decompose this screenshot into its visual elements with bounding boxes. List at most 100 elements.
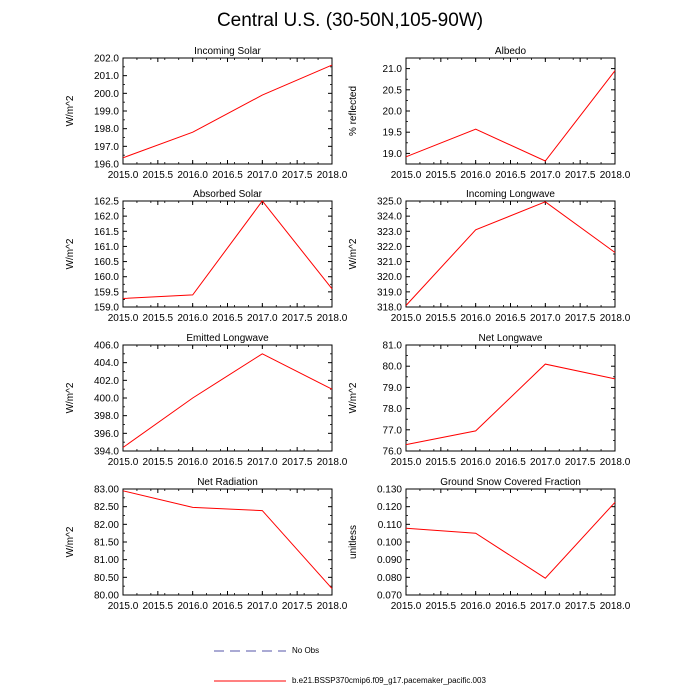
y-tick-label: 0.110: [378, 520, 403, 531]
series-line: [122, 490, 333, 589]
y-tick-label: 20.5: [383, 85, 403, 96]
x-tick-label: 2015.5: [143, 457, 174, 468]
plot-frame: [122, 57, 333, 165]
y-tick-label: 400.0: [94, 394, 119, 405]
panel-title: Emitted Longwave: [186, 333, 269, 344]
series-line: [122, 353, 333, 448]
y-tick-label: 402.0: [94, 376, 119, 387]
plot-frame: [122, 344, 333, 452]
series-line: [405, 70, 616, 162]
y-tick-label: 0.090: [377, 555, 402, 566]
y-tick-label: 159.0: [94, 303, 119, 314]
x-tick-label: 2015.0: [108, 457, 139, 468]
panel-title: Incoming Longwave: [466, 189, 555, 200]
x-tick-label: 2017.0: [247, 313, 278, 324]
y-tick-label: 199.0: [94, 107, 119, 118]
series-line: [122, 200, 333, 299]
y-tick-label: 0.070: [377, 591, 402, 602]
x-tick-label: 2018.0: [600, 457, 631, 468]
plot-frame: [122, 488, 333, 596]
panel-title: Ground Snow Covered Fraction: [440, 477, 581, 488]
x-tick-label: 2018.0: [317, 170, 348, 181]
x-tick-label: 2015.0: [391, 457, 422, 468]
x-tick-label: 2016.0: [460, 313, 491, 324]
y-axis-label: % reflected: [348, 86, 359, 136]
x-tick-label: 2015.5: [143, 170, 174, 181]
y-tick-label: 318.0: [377, 303, 402, 314]
y-tick-label: 202.0: [94, 54, 119, 65]
panel-title: Incoming Solar: [194, 46, 261, 57]
y-tick-label: 80.00: [94, 591, 119, 602]
panel-ground-snow-covered-fraction: Ground Snow Covered Fraction 2015.0 2015.5…: [348, 477, 631, 612]
y-tick-label: 325.0: [377, 197, 402, 208]
y-tick-label: 19.5: [383, 128, 403, 139]
y-tick-label: 396.0: [94, 429, 119, 440]
panel-emitted-longwave: Emitted Longwave 2015.0 2015.5 2016.0 2016.5…: [65, 333, 348, 468]
x-tick-label: 2016.5: [212, 313, 243, 324]
x-tick-label: 2018.0: [600, 601, 631, 612]
y-axis-label: W/m^2: [65, 238, 76, 269]
x-tick-label: 2015.5: [143, 601, 174, 612]
y-tick-label: 81.50: [94, 538, 119, 549]
panel-absorbed-solar: Absorbed Solar 2015.0 2015.5 2016.0 2016.5 20…: [65, 189, 348, 324]
x-tick-label: 2017.0: [530, 170, 561, 181]
y-tick-label: 398.0: [94, 411, 119, 422]
x-tick-label: 2015.0: [108, 601, 139, 612]
y-tick-label: 197.0: [94, 142, 119, 153]
plot-frame: [405, 488, 616, 596]
y-tick-label: 323.0: [377, 227, 402, 238]
panel-net-longwave: Net Longwave 2015.0 2015.5 2016.0 2016.5 2017…: [348, 333, 631, 468]
plot-frame: [122, 200, 333, 308]
x-tick-label: 2018.0: [317, 313, 348, 324]
x-tick-label: 2015.0: [391, 313, 422, 324]
y-tick-label: 80.50: [94, 573, 119, 584]
x-tick-label: 2016.5: [495, 170, 526, 181]
y-axis-label: W/m^2: [348, 238, 359, 269]
x-tick-label: 2017.5: [282, 601, 313, 612]
x-tick-label: 2017.0: [247, 601, 278, 612]
x-tick-label: 2018.0: [317, 601, 348, 612]
x-tick-label: 2017.5: [282, 457, 313, 468]
y-tick-label: 161.0: [94, 242, 119, 253]
y-tick-label: 82.00: [94, 520, 119, 531]
panel-incoming-longwave: Incoming Longwave 2015.0 2015.5 2016.0 2016.…: [348, 189, 631, 324]
y-tick-label: 161.5: [94, 227, 119, 238]
y-tick-label: 80.0: [383, 362, 403, 373]
panel-albedo: Albedo 2015.0 2015.5 2016.0 2016.5 2017.0 2017…: [348, 46, 631, 181]
y-axis-label: W/m^2: [65, 382, 76, 413]
y-tick-label: 78.0: [383, 404, 403, 415]
series-line: [405, 501, 616, 579]
x-tick-label: 2017.0: [247, 457, 278, 468]
y-tick-label: 321.0: [377, 257, 402, 268]
y-tick-label: 406.0: [94, 341, 119, 352]
x-tick-label: 2016.0: [460, 170, 491, 181]
x-tick-label: 2015.5: [426, 601, 457, 612]
x-tick-label: 2016.0: [177, 313, 208, 324]
x-tick-label: 2017.5: [282, 313, 313, 324]
x-tick-label: 2017.5: [565, 457, 596, 468]
x-tick-label: 2016.0: [177, 601, 208, 612]
y-tick-label: 322.0: [377, 242, 402, 253]
y-tick-label: 76.0: [383, 447, 403, 458]
y-tick-label: 81.0: [383, 341, 403, 352]
x-tick-label: 2017.5: [565, 313, 596, 324]
y-tick-label: 319.0: [377, 287, 402, 298]
x-tick-label: 2015.5: [426, 457, 457, 468]
x-tick-label: 2017.5: [282, 170, 313, 181]
y-tick-label: 83.00: [94, 485, 119, 496]
y-tick-label: 198.0: [94, 124, 119, 135]
y-axis-label: W/m^2: [65, 95, 76, 126]
y-tick-label: 394.0: [94, 447, 119, 458]
page-title: Central U.S. (30-50N,105-90W): [216, 10, 484, 31]
x-tick-label: 2016.5: [212, 601, 243, 612]
x-tick-label: 2017.5: [565, 170, 596, 181]
y-tick-label: 324.0: [377, 212, 402, 223]
y-tick-label: 0.130: [377, 485, 402, 496]
y-tick-label: 162.0: [94, 212, 119, 223]
x-tick-label: 2016.5: [495, 601, 526, 612]
y-tick-label: 19.0: [383, 149, 403, 160]
series-line: [122, 64, 333, 159]
x-tick-label: 2016.0: [177, 457, 208, 468]
y-tick-label: 0.100: [377, 538, 402, 549]
